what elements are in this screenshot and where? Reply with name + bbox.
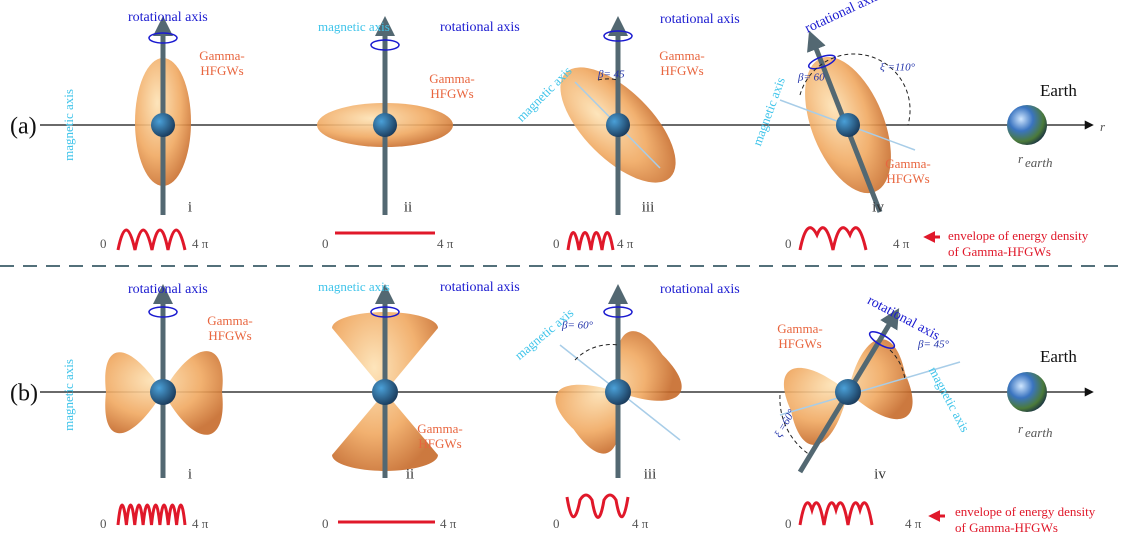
panel-numeral: iv: [872, 199, 884, 215]
panel-numeral: ii: [406, 466, 414, 482]
star: [606, 113, 630, 137]
envelope-start: 0: [553, 236, 560, 251]
wave-label: HFGWs: [660, 63, 703, 78]
envelope: [118, 505, 185, 525]
row-label: (a): [10, 114, 37, 140]
magnetic-axis-label: magnetic axis: [512, 305, 577, 363]
panel-numeral: ii: [404, 199, 412, 215]
envelope-end: 4 π: [893, 236, 910, 251]
wave-label: Gamma-: [429, 71, 474, 86]
star: [373, 113, 397, 137]
envelope: [568, 233, 613, 251]
envelope-start: 0: [553, 516, 560, 531]
magnetic-axis-label: magnetic axis: [749, 75, 788, 148]
legend-text: envelope of energy density: [955, 504, 1096, 519]
star: [836, 113, 860, 137]
legend-text: of Gamma-HFGWs: [955, 520, 1058, 535]
angle-arc: [575, 345, 618, 360]
envelope-end: 4 π: [632, 516, 649, 531]
envelope-start: 0: [322, 516, 329, 531]
envelope-end: 4 π: [617, 236, 634, 251]
envelope-start: 0: [100, 236, 107, 251]
magnetic-axis-label: magnetic axis: [926, 364, 973, 434]
envelope-end: 4 π: [437, 236, 454, 251]
rotational-axis-label: rotational axis: [128, 10, 208, 25]
envelope-start: 0: [785, 516, 792, 531]
earth-distance: r: [1018, 421, 1024, 436]
earth-label: Earth: [1040, 347, 1077, 366]
envelope-end: 4 π: [440, 516, 457, 531]
beta-angle: β= 60: [797, 72, 825, 84]
envelope: [800, 503, 872, 525]
rotational-axis-label: rotational axis: [440, 20, 520, 35]
earth-distance: r: [1018, 151, 1024, 166]
star: [605, 379, 631, 405]
panel-numeral: i: [188, 199, 192, 215]
wave-label: Gamma-: [777, 321, 822, 336]
magnetic-axis-label: magnetic axis: [61, 89, 76, 161]
magnetic-axis-label: magnetic axis: [318, 19, 390, 34]
envelope-start: 0: [100, 516, 107, 531]
panel-numeral: i: [188, 466, 192, 482]
wave-label: Gamma-: [885, 156, 930, 171]
legend-text: of Gamma-HFGWs: [948, 244, 1051, 259]
panel-numeral: iv: [874, 466, 886, 482]
xi-angle: ξ =110°: [880, 62, 916, 74]
envelope: [118, 230, 185, 250]
star: [151, 113, 175, 137]
earth: [1007, 105, 1047, 145]
rotational-axis-label: rotational axis: [803, 0, 882, 37]
row-label: (b): [10, 381, 38, 407]
beta-angle: β= 60°: [561, 320, 594, 332]
wave-label: HFGWs: [200, 63, 243, 78]
envelope-end: 4 π: [192, 236, 209, 251]
star: [372, 379, 398, 405]
wave-label: HFGWs: [886, 171, 929, 186]
figure: (a)Earthrearthrenvelope of energy densit…: [0, 0, 1125, 536]
wave-label: Gamma-: [207, 313, 252, 328]
wave-label: HFGWs: [418, 436, 461, 451]
beta-angle: β= 45: [597, 69, 625, 81]
magnetic-axis-label: magnetic axis: [61, 359, 76, 431]
star: [835, 379, 861, 405]
star: [150, 379, 176, 405]
wave-label: HFGWs: [430, 86, 473, 101]
rotational-axis-label: rotational axis: [128, 282, 208, 297]
rotational-axis-label: rotational axis: [660, 12, 740, 27]
rotational-axis-label: rotational axis: [865, 293, 942, 344]
magnetic-axis-label: magnetic axis: [318, 279, 390, 294]
wave-label: Gamma-: [199, 48, 244, 63]
envelope: [800, 228, 866, 250]
wave-label: Gamma-: [659, 48, 704, 63]
xi-angle: ξ =60°: [772, 407, 798, 440]
envelope-end: 4 π: [192, 516, 209, 531]
panel-numeral: iii: [644, 466, 657, 482]
wave-label: Gamma-: [417, 421, 462, 436]
beta-angle: β= 45°: [917, 339, 950, 351]
envelope-start: 0: [322, 236, 329, 251]
envelope: [567, 495, 628, 518]
panel-numeral: iii: [642, 199, 655, 215]
earth: [1007, 372, 1047, 412]
wave-label: HFGWs: [208, 328, 251, 343]
earth-distance-subscript: earth: [1025, 155, 1052, 170]
rotational-axis-label: rotational axis: [440, 280, 520, 295]
legend-text: envelope of energy density: [948, 228, 1089, 243]
earth-distance-subscript: earth: [1025, 425, 1052, 440]
r-axis-label: r: [1100, 119, 1106, 134]
envelope-end: 4 π: [905, 516, 922, 531]
envelope-start: 0: [785, 236, 792, 251]
row-a-drawing: [40, 24, 1092, 250]
rotational-axis-label: rotational axis: [660, 282, 740, 297]
earth-label: Earth: [1040, 81, 1077, 100]
wave-label: HFGWs: [778, 336, 821, 351]
